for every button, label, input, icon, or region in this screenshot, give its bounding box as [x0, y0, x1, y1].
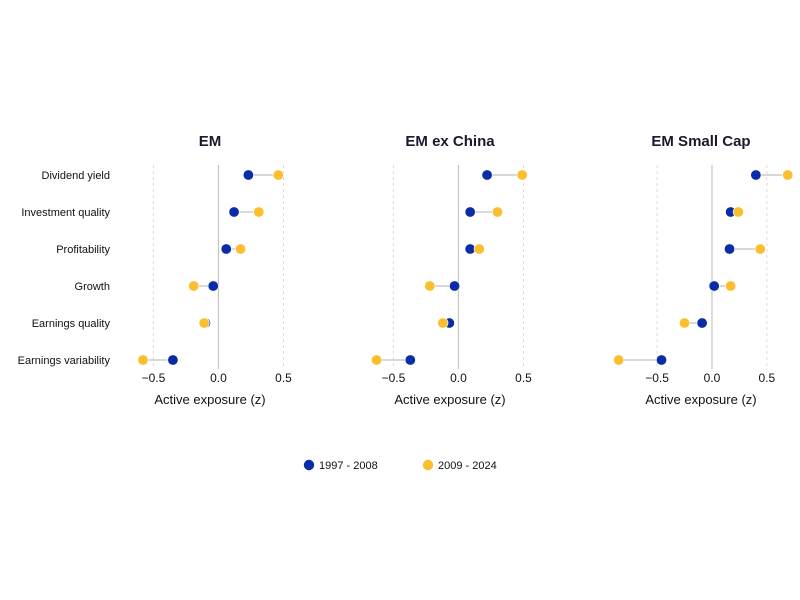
panel-title: EM: [199, 133, 222, 150]
point-2009-2024: [253, 206, 265, 218]
x-tick-label: −0.5: [382, 371, 406, 385]
point-1997-2008: [464, 206, 476, 218]
row-label: Investment quality: [21, 207, 110, 219]
x-tick-label: 0.5: [515, 371, 532, 385]
point-1997-2008: [696, 317, 708, 329]
x-tick-label: −0.5: [142, 371, 166, 385]
point-2009-2024: [188, 280, 200, 292]
point-1997-2008: [207, 280, 219, 292]
x-tick-label: 0.5: [275, 371, 292, 385]
x-axis-label: Active exposure (z): [394, 392, 505, 407]
point-1997-2008: [228, 206, 240, 218]
x-tick-label: 0.5: [759, 371, 776, 385]
panel-em-ex-china: EM ex China −0.5 0.0 0.5 Active exposure (z): [371, 133, 532, 407]
x-tick-label: 0.0: [210, 371, 227, 385]
point-1997-2008: [481, 169, 493, 181]
point-1997-2008: [449, 280, 461, 292]
point-1997-2008: [750, 169, 762, 181]
point-2009-2024: [137, 354, 149, 366]
legend-label: 2009 - 2024: [438, 460, 497, 472]
point-2009-2024: [198, 317, 210, 329]
panel-title: EM Small Cap: [651, 133, 750, 150]
point-2009-2024: [473, 243, 485, 255]
row-label: Earnings variability: [18, 355, 111, 367]
legend: 1997 - 2008 2009 - 2024: [303, 459, 497, 472]
legend-item: 2009 - 2024: [422, 459, 497, 472]
point-1997-2008: [708, 280, 720, 292]
legend-marker: [303, 459, 315, 471]
row-label: Dividend yield: [42, 170, 110, 182]
point-2009-2024: [754, 243, 766, 255]
point-2009-2024: [424, 280, 436, 292]
point-2009-2024: [732, 206, 744, 218]
x-tick-label: −0.5: [645, 371, 669, 385]
x-tick-label: 0.0: [704, 371, 721, 385]
x-axis-label: Active exposure (z): [645, 392, 756, 407]
row-label: Profitability: [56, 244, 110, 256]
x-tick-label: 0.0: [450, 371, 467, 385]
point-1997-2008: [404, 354, 416, 366]
point-1997-2008: [220, 243, 232, 255]
legend-label: 1997 - 2008: [319, 460, 378, 472]
row-label: Earnings quality: [32, 318, 111, 330]
point-2009-2024: [235, 243, 247, 255]
point-2009-2024: [371, 354, 383, 366]
point-1997-2008: [167, 354, 179, 366]
x-axis-label: Active exposure (z): [154, 392, 265, 407]
row-label: Growth: [75, 281, 110, 293]
point-1997-2008: [724, 243, 736, 255]
point-2009-2024: [725, 280, 737, 292]
point-2009-2024: [491, 206, 503, 218]
point-2009-2024: [272, 169, 284, 181]
legend-item: 1997 - 2008: [303, 459, 378, 472]
point-2009-2024: [437, 317, 449, 329]
point-2009-2024: [782, 169, 794, 181]
point-1997-2008: [242, 169, 254, 181]
panel-title: EM ex China: [405, 133, 495, 150]
legend-marker: [422, 459, 434, 471]
panel-em: EM −0.5 0.0 0.5 Active exposure (z) Dividend …: [18, 133, 292, 407]
point-2009-2024: [679, 317, 691, 329]
point-2009-2024: [516, 169, 528, 181]
point-2009-2024: [613, 354, 625, 366]
point-1997-2008: [655, 354, 667, 366]
